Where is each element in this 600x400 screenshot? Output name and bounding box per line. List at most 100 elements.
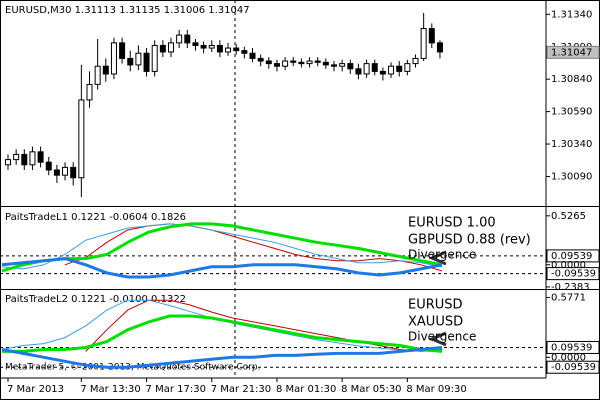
candle-body (363, 63, 370, 75)
candle-body (29, 151, 36, 166)
candle-body (216, 44, 223, 53)
candle-body (200, 44, 207, 49)
candle-body (314, 60, 321, 63)
y-tick-label: 0.0000 (551, 352, 586, 363)
candle-body (322, 61, 329, 66)
divergence-arrow (428, 331, 447, 347)
candle-body (119, 42, 126, 59)
candle-body (225, 47, 232, 53)
candle-body (13, 153, 20, 161)
y-tick-label: 1.30840 (551, 74, 592, 85)
candle-body (428, 28, 435, 44)
candle-body (436, 42, 443, 53)
candle-body (355, 68, 362, 75)
candle-body (21, 153, 28, 166)
annotation: Divergence (408, 248, 476, 262)
level-label-box (546, 267, 600, 281)
candle-body (371, 63, 378, 72)
series-line (1, 223, 443, 270)
last-price-box (546, 45, 600, 59)
candle-body (192, 42, 199, 46)
candle-body (282, 60, 289, 67)
series-line (1, 346, 443, 369)
y-tick-label: 1.31340 (551, 9, 592, 20)
candle-body (102, 65, 109, 75)
y-tick-label: 1.30590 (551, 107, 592, 118)
candle-body (176, 34, 183, 44)
x-tick-label: 8 Mar 01:30 (276, 384, 336, 395)
series-line (2, 314, 443, 353)
candle-body (78, 99, 85, 179)
legend-entry: EURUSD 1.00 (408, 216, 496, 231)
candle-body (135, 52, 142, 66)
candle-body (347, 63, 354, 70)
candle-body (45, 161, 52, 171)
candle-body (241, 50, 248, 54)
candle-body (290, 60, 297, 63)
candle-body (233, 47, 240, 52)
candle-body (168, 42, 174, 53)
level-label-box (546, 249, 600, 263)
candle-body (265, 60, 272, 65)
series-line (85, 299, 443, 352)
x-tick-label: 7 Mar 21:30 (211, 384, 271, 395)
y-tick-label: 0.5265 (551, 211, 586, 222)
candle-body (151, 44, 158, 72)
x-tick-label: 7 Mar 13:30 (80, 384, 140, 395)
candle-body (127, 57, 134, 66)
chart-title: EURUSD,M30 1.31113 1.31135 1.31006 1.310… (5, 5, 250, 16)
pane-title: PaitsTradeL2 0.1221 -0.0100 0.1322 (5, 294, 186, 305)
candle-body (420, 28, 427, 59)
candle-body (412, 57, 419, 65)
candle-body (257, 57, 264, 62)
candle-body (379, 70, 386, 75)
candle-body (273, 63, 280, 67)
candle-body (53, 169, 60, 176)
candle-body (396, 65, 403, 72)
candle-body (339, 63, 346, 67)
candle-body (184, 34, 191, 44)
candle-body (404, 63, 411, 72)
y-tick-label: 0.5771 (551, 293, 586, 304)
candle-body (62, 166, 69, 176)
series-line (1, 257, 443, 279)
y-tick-label: -0.2383 (551, 282, 590, 293)
y-tick-label: -0.09539 (551, 269, 596, 280)
candle-body (159, 44, 166, 53)
y-tick-label: 1.30090 (551, 171, 592, 182)
candle-body (86, 83, 93, 101)
candle-body (249, 52, 256, 59)
x-tick-label: 7 Mar 2013 (7, 384, 64, 395)
candle-body (298, 61, 305, 65)
series-line (1, 222, 443, 273)
y-tick-label: 0.09539 (551, 342, 592, 353)
x-tick-label: 7 Mar 17:30 (146, 384, 206, 395)
last-price-label: 1.31047 (551, 47, 592, 58)
legend-entry: XAUUSD (408, 315, 463, 330)
series-line (64, 223, 443, 272)
candle-body (331, 64, 337, 67)
candle-body (208, 44, 215, 49)
y-tick-label: -0.09539 (551, 362, 596, 373)
candle-body (143, 52, 150, 72)
legend-entry: GBPUSD 0.88 (rev) (408, 233, 531, 248)
legend-entry: EURUSD (408, 298, 463, 313)
candle-body (37, 151, 44, 163)
candle-body (110, 42, 117, 75)
level-label-box (546, 340, 600, 354)
divergence-arrow (428, 250, 447, 266)
candle-body (388, 65, 395, 75)
y-tick-label: 1.30340 (551, 139, 592, 150)
candle-body (94, 65, 101, 85)
pane-title: PaitsTradeL1 0.1221 -0.0604 0.1826 (5, 212, 186, 223)
annotation: Divergence (408, 330, 476, 344)
level-label-box (546, 360, 600, 374)
y-tick-label: 0.09539 (551, 251, 592, 262)
candle-body (306, 60, 313, 65)
candle-body (5, 159, 11, 166)
y-tick-label: 0.0000 (551, 260, 586, 271)
candle-body (70, 166, 77, 179)
x-tick-label: 8 Mar 05:30 (341, 384, 401, 395)
